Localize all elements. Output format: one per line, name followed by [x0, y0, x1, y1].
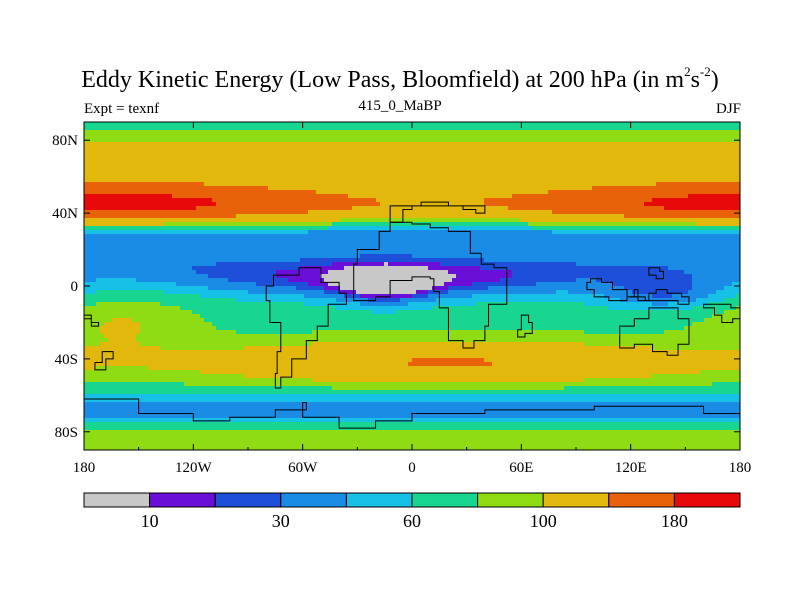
colorbar-label: 60	[403, 511, 421, 531]
coastline-segment	[630, 289, 639, 298]
coastline-segment	[84, 398, 740, 450]
colorbar-box	[542, 492, 610, 508]
colorbar-box	[673, 492, 741, 508]
x-tick-label: 120W	[175, 460, 213, 476]
coastline-segment	[389, 201, 486, 223]
coastline-segment	[648, 267, 664, 280]
coastline-segment	[619, 307, 690, 356]
coastline-segment	[84, 314, 100, 327]
colorbar-box	[149, 492, 216, 508]
colorbar: 10 30 60 100 180	[83, 492, 741, 531]
coastline-segment	[586, 278, 690, 305]
coastline-segment	[265, 267, 347, 389]
x-tick-label: 60E	[509, 460, 533, 476]
coastline-segment	[703, 303, 740, 323]
ekefield-layer	[84, 122, 740, 450]
case-label: 415_0_MaBP	[358, 98, 442, 114]
coastline-segment	[94, 351, 114, 371]
season-label: DJF	[715, 101, 741, 117]
y-tick-label: 40S	[55, 352, 78, 368]
colorbar-label: 180	[661, 511, 688, 531]
colorbar-box	[411, 492, 479, 508]
y-tick-label: 0	[71, 279, 79, 295]
colorbar-box	[214, 492, 282, 508]
x-tick-label: 180	[73, 460, 96, 476]
colorbar-box	[477, 492, 544, 508]
coastline-segment	[517, 314, 533, 338]
colorbar-box	[83, 492, 151, 508]
x-tick-label: 0	[408, 460, 416, 476]
axes-layer: 180 120W 60W 0 60E 120E 180 80N 40N 0 40S 80S	[52, 122, 751, 476]
colorbar-box	[345, 492, 413, 508]
experiment-label: Expt = texnf	[84, 101, 160, 117]
x-tick-label: 120E	[615, 460, 647, 476]
colorbar-box	[280, 492, 347, 508]
colorbar-label: 10	[141, 511, 159, 531]
coastline-layer	[84, 201, 740, 450]
colorbar-label: 30	[272, 511, 290, 531]
y-tick-label: 80S	[55, 425, 78, 441]
colorbar-box	[608, 492, 675, 508]
x-tick-label: 60W	[288, 460, 318, 476]
x-tick-label: 180	[729, 460, 752, 476]
y-tick-label: 80N	[52, 133, 78, 149]
colorbar-label: 100	[530, 511, 557, 531]
y-tick-label: 40N	[52, 206, 78, 222]
chart-title: Eddy Kinetic Energy (Low Pass, Bloomfiel…	[81, 64, 719, 93]
